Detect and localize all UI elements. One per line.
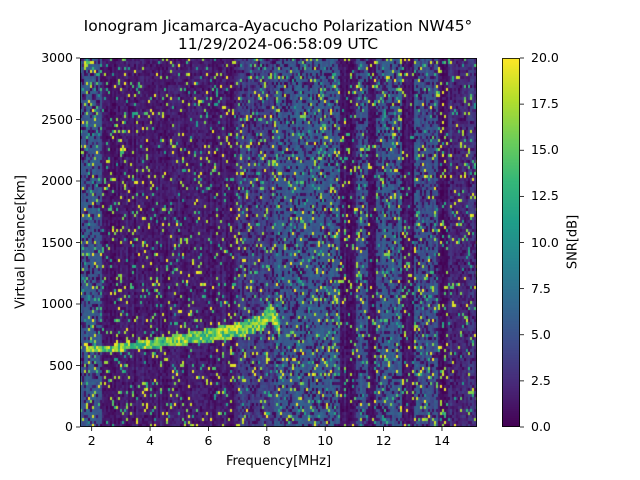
x-tick-label: 12: [375, 433, 392, 448]
x-tick-label: 6: [204, 433, 213, 448]
y-tick-label: 2500: [41, 111, 73, 127]
x-tick-label: 10: [317, 433, 334, 448]
colorbar-tick-label: 0.0: [531, 419, 551, 434]
chart-title: Ionogram Jicamarca-Ayacucho Polarization…: [83, 17, 473, 35]
y-axis-label: Virtual Distance[km]: [13, 175, 29, 309]
y-tick-label: 3000: [41, 50, 73, 65]
x-tick-label: 4: [146, 433, 155, 448]
y-tick-label: 0: [65, 419, 73, 434]
colorbar-tick-label: 7.5: [531, 280, 551, 296]
chart-subtitle: 11/29/2024-06:58:09 UTC: [177, 35, 379, 53]
colorbar-border: [502, 58, 520, 427]
colorbar-tick-label: 10.0: [531, 234, 559, 250]
y-tick-label: 2000: [41, 173, 73, 188]
colorbar-tick-label: 12.5: [531, 188, 559, 204]
plot-border: [80, 58, 477, 427]
x-tick-label: 8: [262, 433, 271, 448]
colorbar-label: SNR[dB]: [565, 214, 581, 270]
y-tick-label: 500: [49, 357, 73, 373]
colorbar-tick-label: 2.5: [531, 372, 551, 388]
x-tick-label: 2: [87, 433, 96, 448]
colorbar-tick-label: 5.0: [531, 326, 551, 342]
colorbar-tick-label: 17.5: [531, 96, 559, 112]
colorbar-tick-label: 20.0: [531, 50, 559, 65]
colorbar-gradient: [502, 58, 520, 427]
heatmap-image: [80, 58, 477, 427]
y-tick-label: 1500: [41, 234, 73, 250]
colorbar-tick-label: 15.0: [531, 142, 559, 158]
x-axis-label: Frequency[MHz]: [225, 454, 332, 469]
y-tick-label: 1000: [41, 296, 73, 311]
x-tick-label: 14: [434, 433, 450, 448]
